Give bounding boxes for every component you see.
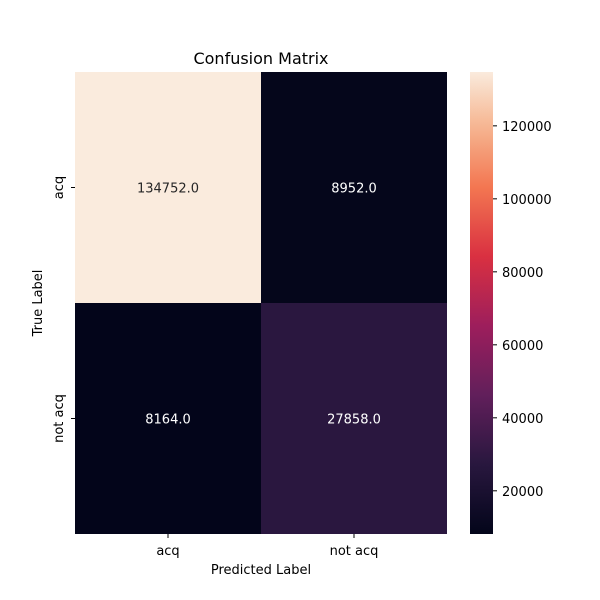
heatmap-cell <box>75 72 261 303</box>
colorbar-tick-label: 40000 <box>502 412 543 427</box>
cell-value-label: 8952.0 <box>331 182 377 197</box>
colorbar-tick-label: 120000 <box>502 120 552 135</box>
heatmap-cell <box>261 303 447 534</box>
y-axis-label: True Label <box>31 270 46 338</box>
x-tick-label: not acq <box>330 544 379 559</box>
heatmap-cell <box>75 303 261 534</box>
chart-title: Confusion Matrix <box>193 49 328 68</box>
heatmap-cell-labels: 134752.0 8952.0 8164.0 27858.0 <box>137 182 381 428</box>
heatmap-cells <box>75 72 447 534</box>
colorbar-tick-label: 100000 <box>502 193 552 208</box>
colorbar-ticks: 20000 40000 60000 80000 100000 120000 <box>493 120 552 500</box>
cell-value-label: 134752.0 <box>137 182 199 197</box>
cell-value-label: 27858.0 <box>327 413 381 428</box>
colorbar-tick-label: 80000 <box>502 266 543 281</box>
x-axis-ticks: acq not acq <box>156 534 378 559</box>
colorbar <box>470 72 493 534</box>
heatmap-cell <box>261 72 447 303</box>
colorbar-tick-label: 60000 <box>502 339 543 354</box>
y-tick-label: acq <box>52 176 67 199</box>
y-axis-ticks: acq not acq <box>52 176 75 443</box>
y-tick-label: not acq <box>52 394 67 443</box>
colorbar-tick-label: 20000 <box>502 485 543 500</box>
x-axis-label: Predicted Label <box>211 563 311 578</box>
cell-value-label: 8164.0 <box>145 413 191 428</box>
x-tick-label: acq <box>156 544 179 559</box>
